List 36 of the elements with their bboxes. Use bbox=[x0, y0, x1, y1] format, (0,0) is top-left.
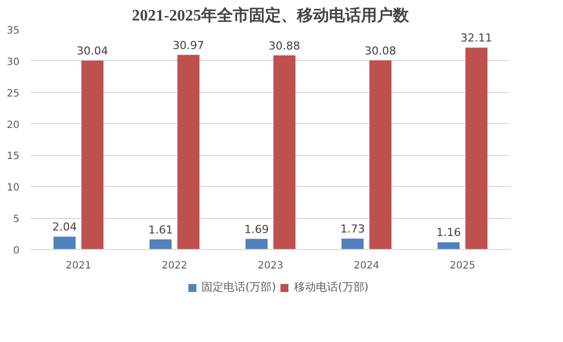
y-tick-label: 5 bbox=[13, 214, 20, 226]
data-label: 30.88 bbox=[268, 39, 300, 52]
bar bbox=[246, 238, 268, 250]
bar bbox=[369, 60, 392, 250]
x-tick-label: 2024 bbox=[354, 260, 380, 272]
bar bbox=[177, 54, 200, 250]
data-label: 1.16 bbox=[436, 226, 461, 240]
legend-label: 移动电话(万部) bbox=[294, 280, 369, 294]
bar bbox=[54, 236, 76, 250]
x-tick-label: 2025 bbox=[450, 260, 476, 272]
data-label: 1.61 bbox=[148, 223, 173, 236]
x-tick-label: 2021 bbox=[66, 260, 92, 272]
data-label: 32.11 bbox=[460, 32, 492, 45]
x-tick-label: 2022 bbox=[162, 260, 188, 272]
bar bbox=[81, 60, 104, 250]
bar bbox=[150, 239, 172, 250]
y-tick-label: 0 bbox=[13, 246, 20, 256]
y-tick-label: 10 bbox=[6, 182, 20, 194]
legend-label: 固定电话(万部) bbox=[201, 280, 276, 294]
data-label: 30.97 bbox=[172, 38, 204, 52]
y-tick-label: 20 bbox=[6, 120, 20, 131]
bar bbox=[438, 242, 460, 250]
data-label: 30.04 bbox=[76, 44, 108, 58]
y-tick-label: 35 bbox=[6, 26, 20, 36]
y-tick-label: 25 bbox=[6, 88, 20, 100]
bar bbox=[273, 55, 296, 250]
bar bbox=[342, 238, 364, 250]
data-label: 1.69 bbox=[244, 222, 269, 236]
y-tick-label: 30 bbox=[6, 56, 20, 68]
data-label: 2.04 bbox=[52, 220, 77, 234]
data-label: 1.73 bbox=[340, 222, 365, 236]
chart-title: 2021-2025年全市固定、移动电话用户数 bbox=[132, 6, 410, 24]
y-tick-label: 15 bbox=[6, 151, 20, 162]
data-label: 30.08 bbox=[364, 44, 396, 58]
bar bbox=[465, 48, 488, 250]
x-tick-label: 2023 bbox=[258, 260, 284, 272]
